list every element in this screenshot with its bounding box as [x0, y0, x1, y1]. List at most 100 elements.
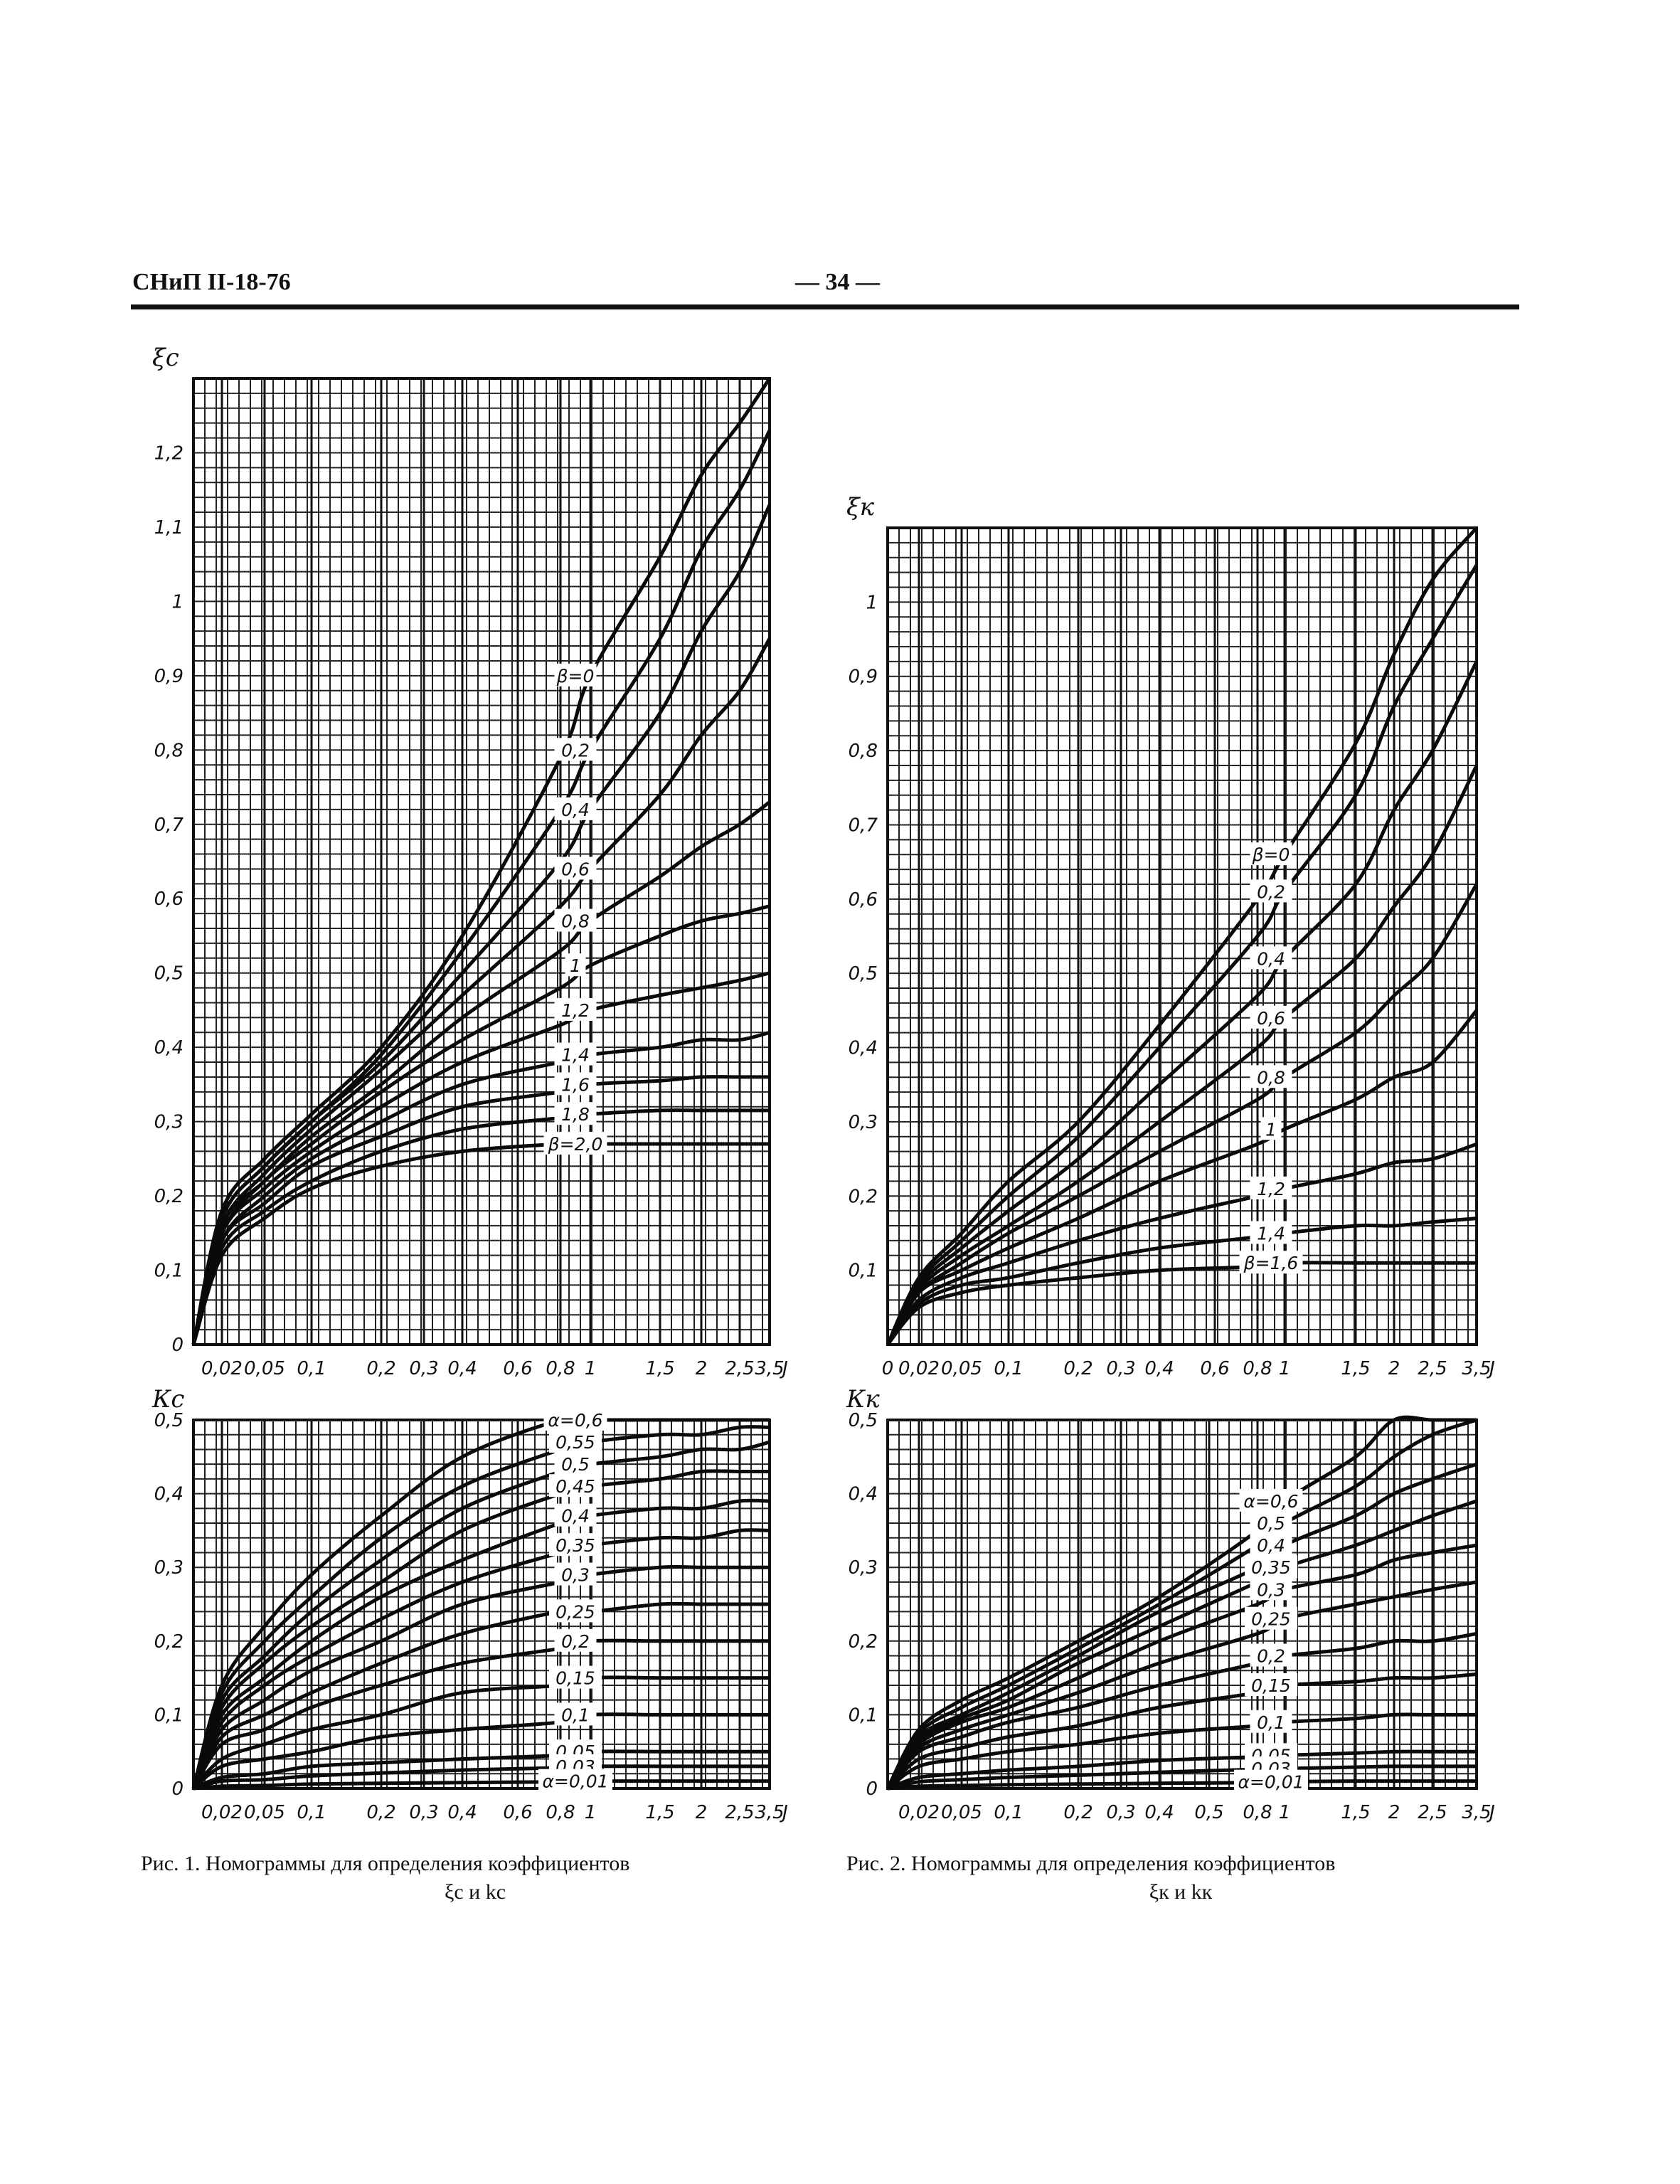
caption-2-line-1: Рис. 2. Номограммы для определения коэфф…: [846, 1852, 1336, 1875]
x-tick-label: 2,5: [1418, 1358, 1447, 1379]
y-tick-label: 0: [171, 1779, 184, 1800]
series-label: 0,2: [1257, 1646, 1285, 1667]
series-label: α=0,01: [542, 1771, 608, 1792]
y-tick-label: 0,1: [154, 1705, 184, 1726]
series-line: [886, 563, 1479, 1346]
series-label: 0,2: [1257, 881, 1285, 902]
plot-frame: [886, 1419, 1478, 1790]
x-tick-label: 0,6: [1200, 1358, 1229, 1379]
series-line: [191, 1425, 770, 1789]
y-tick-label: 0,2: [849, 1186, 878, 1207]
y-tick-label: 1,2: [154, 442, 184, 464]
series-label: 0,2: [561, 740, 590, 760]
series-line: [191, 1638, 770, 1790]
x-tick-label: 0,2: [1063, 1802, 1092, 1823]
y-tick-label: 0,4: [154, 1037, 184, 1059]
series-label-box: [549, 1474, 602, 1497]
series-line: [191, 800, 771, 1345]
y-axis-title: ξс: [152, 344, 179, 372]
series-label: 0,1: [1257, 1712, 1285, 1733]
series-line: [191, 1075, 770, 1345]
series-line: [886, 1631, 1477, 1790]
figure-caption-2: Рис. 2. Номограммы для определения коэфф…: [846, 1850, 1515, 1907]
series-label-box: [554, 738, 597, 761]
series-label: 1,6: [561, 1074, 590, 1095]
series-label-box: [1250, 1533, 1292, 1557]
y-tick-label: 0,1: [154, 1261, 184, 1282]
series-line: [886, 1672, 1477, 1790]
series-label: α=0,01: [1238, 1772, 1304, 1793]
series-label: 0,6: [1257, 1008, 1285, 1029]
x-tick-label: 2: [1388, 1802, 1400, 1823]
series-line: [887, 1764, 1477, 1791]
x-tick-label: 2: [696, 1358, 708, 1379]
series-label-box: [1250, 879, 1292, 903]
series-label: 0,4: [1257, 1535, 1285, 1556]
y-tick-label: 0,7: [154, 815, 184, 836]
series-label-box: [1245, 1606, 1297, 1630]
y-tick-label: 0,3: [849, 1112, 878, 1133]
series-label-box: [554, 857, 597, 880]
series-line: [886, 764, 1479, 1346]
series-label-box: [538, 1769, 612, 1792]
series-label-box: [1250, 1709, 1292, 1733]
y-tick-label: 0,2: [849, 1631, 878, 1653]
page-number: — 34 —: [795, 269, 880, 295]
x-tick-label: 0,3: [1106, 1802, 1135, 1823]
y-tick-label: 0,5: [154, 963, 184, 985]
series-line: [886, 1418, 1477, 1790]
grid-xi_k: [886, 527, 1478, 1345]
figure-caption-1: Рис. 1. Номограммы для определения коэфф…: [141, 1850, 809, 1907]
y-tick-label: 0,3: [154, 1112, 184, 1133]
y-tick-label: 0,4: [849, 1484, 878, 1505]
x-tick-label: 0,3: [409, 1358, 438, 1379]
series-line: [191, 504, 772, 1345]
series-label: 0,1: [561, 1705, 590, 1725]
series-line: [191, 1469, 770, 1789]
y-tick-label: 1: [171, 591, 184, 613]
x-tick-label: 1,5: [645, 1358, 674, 1379]
series-label-box: [1234, 1769, 1308, 1793]
series-k_k: α=0,60,50,40,350,30,250,20,150,10,050,03…: [886, 1415, 1477, 1793]
series-line: [191, 377, 772, 1345]
series-label: 0,35: [1251, 1557, 1291, 1578]
x-tick-label: 2,5: [725, 1358, 754, 1379]
series-label-box: [1250, 842, 1292, 866]
x-tick-label: 0: [882, 1358, 894, 1379]
x-tick-label: 3,5: [1462, 1358, 1491, 1379]
series-line: [191, 1601, 770, 1790]
x-tick-label: 0,8: [1243, 1358, 1272, 1379]
series-line: [887, 1779, 1477, 1791]
x-tick-label: 0,4: [1144, 1802, 1174, 1823]
y-tick-label: 0,6: [849, 889, 878, 911]
y-tick-label: 0,1: [849, 1261, 878, 1282]
x-tick-label: 0,05: [244, 1802, 285, 1823]
x-tick-label: 0,6: [503, 1802, 532, 1823]
series-line: [886, 526, 1478, 1346]
series-label: 0,35: [555, 1535, 595, 1556]
series-label-box: [549, 1533, 602, 1557]
series-line: [191, 904, 770, 1345]
series-label: 1,2: [1257, 1179, 1285, 1199]
series-label: 0,55: [555, 1432, 595, 1453]
x-tick-label: 2: [1388, 1358, 1400, 1379]
series-label-box: [1245, 1673, 1297, 1696]
series-xi_k: β=0 0,2 0,4 0,6 0,8 1 1,2 1,4 β=1,6: [886, 526, 1479, 1346]
x-tick-label: 2,5: [725, 1802, 754, 1823]
x-tick-label: 2: [696, 1802, 708, 1823]
series-label: 0,25: [555, 1601, 595, 1622]
y-tick-label: 0,4: [849, 1038, 878, 1059]
series-label: 0,45: [555, 1476, 595, 1497]
y-axis-title: Кк: [846, 1385, 880, 1414]
series-label: 0,25: [1251, 1609, 1291, 1630]
y-axis-title: ξк: [846, 493, 875, 521]
series-line: [191, 971, 770, 1345]
x-tick-label: 1: [585, 1358, 597, 1379]
series-line: [192, 1675, 770, 1790]
series-label-box: [1250, 1221, 1292, 1244]
series-label-box: [543, 1408, 607, 1431]
series-label-box: [1239, 1251, 1303, 1274]
series-label: 0,15: [555, 1668, 595, 1689]
